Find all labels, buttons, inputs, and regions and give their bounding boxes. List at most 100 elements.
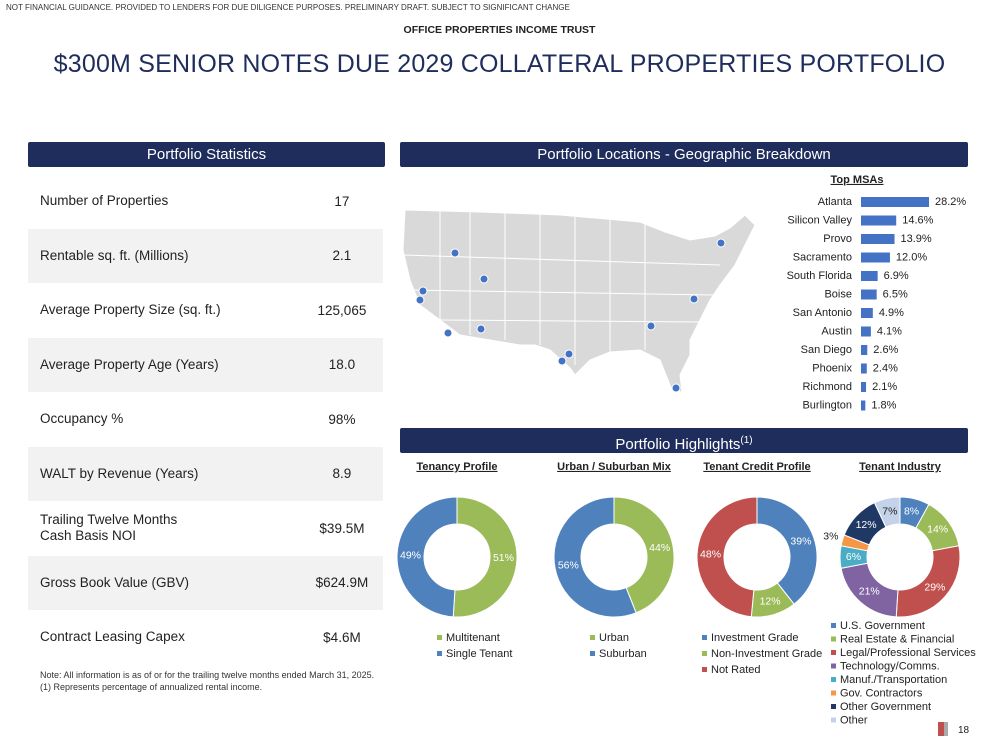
us-map (402, 209, 756, 393)
value-label: 4.9% (879, 307, 904, 319)
value-label: 4.1% (877, 325, 902, 337)
value-label: 2.1% (872, 381, 897, 393)
category-label: Provo (823, 233, 852, 245)
legend-swatch (702, 651, 707, 656)
logo (944, 722, 948, 736)
footnote-ref: (1) (740, 435, 753, 446)
chart-title: Tenant Credit Profile (703, 461, 810, 473)
stat-value: 98% (328, 411, 356, 427)
value-label: 2.4% (873, 362, 898, 374)
value-label: 29% (924, 582, 945, 594)
bar (861, 326, 871, 337)
logo (938, 722, 944, 736)
donut-slice (613, 496, 675, 614)
legend-swatch (831, 717, 836, 723)
disclaimer: NOT FINANCIAL GUIDANCE. PROVIDED TO LEND… (6, 3, 570, 12)
donut-slice (756, 496, 818, 605)
donut-slice (452, 496, 518, 618)
category-label: South Florida (787, 270, 853, 282)
legend-label: Legal/Professional Services (840, 647, 976, 659)
bar (861, 400, 866, 411)
value-label: 49% (400, 549, 421, 561)
value-label: 51% (493, 552, 514, 564)
legend-label: Non-Investment Grade (711, 648, 822, 660)
stat-label: Trailing Twelve Months Cash Basis NOI (40, 512, 178, 543)
category-label: Phoenix (812, 362, 852, 374)
stat-value: 8.9 (332, 466, 352, 481)
value-label: 39% (790, 536, 811, 548)
stat-value: $4.6M (323, 629, 361, 645)
stat-row: Gross Book Value (GBV) $624.9M (28, 555, 383, 610)
note: Note: All information is as of or for th… (40, 670, 375, 680)
stat-row: Average Property Age (Years) 18.0 (28, 337, 383, 392)
legend-label: Other (840, 714, 868, 726)
category-label: San Diego (801, 344, 852, 356)
bar (861, 234, 895, 244)
value-label: 14.6% (902, 214, 933, 226)
category-label: Austin (821, 325, 852, 337)
stat-row: Contract Leasing Capex $4.6M (28, 610, 383, 664)
section-header: Portfolio Highlights(1) (400, 428, 968, 453)
value-label: 13.9% (901, 233, 932, 245)
legend-swatch (831, 650, 836, 655)
property-dots (415, 238, 726, 393)
stat-row: Occupancy % 98% (28, 392, 383, 446)
section-header: Portfolio Locations - Geographic Breakdo… (400, 142, 968, 167)
legend-label: Not Rated (711, 664, 761, 676)
bar (861, 271, 878, 281)
legend-label: Multitenant (446, 632, 500, 644)
state-lines (402, 211, 721, 365)
legend-label: U.S. Government (840, 620, 925, 632)
stat-value: 17 (334, 193, 350, 209)
section-header: Portfolio Statistics (28, 142, 385, 167)
legend-swatch (590, 635, 595, 640)
category-label: Burlington (802, 399, 852, 411)
legend-label: Gov. Contractors (840, 687, 923, 699)
value-label: 12.0% (896, 251, 927, 263)
chart-title: Urban / Suburban Mix (557, 461, 672, 473)
stat-label: WALT by Revenue (Years) (40, 465, 199, 481)
legend-label: Other Government (840, 701, 931, 713)
value-label: 56% (558, 559, 579, 571)
bar (861, 215, 897, 226)
page-number: 18 (958, 725, 970, 736)
chart-title: Tenancy Profile (416, 461, 497, 473)
value-label: 48% (700, 549, 721, 561)
bar (861, 345, 868, 355)
stat-label: Average Property Age (Years) (40, 356, 219, 372)
value-label: 14% (927, 523, 948, 535)
legend-swatch (702, 667, 707, 672)
donut-slice (553, 496, 637, 618)
bar (861, 308, 873, 318)
value-label: 8% (904, 506, 919, 518)
chart-title: Top MSAs (831, 174, 884, 186)
stat-row: Trailing Twelve Months Cash Basis NOI $39… (28, 501, 383, 555)
stat-label: Rentable sq. ft. (Millions) (40, 247, 189, 263)
category-label: Boise (824, 288, 852, 300)
stat-value: $39.5M (319, 520, 365, 536)
bar (861, 289, 877, 300)
stat-label: Gross Book Value (GBV) (40, 574, 190, 590)
legend-label: Suburban (599, 648, 647, 660)
value-label: 12% (760, 595, 781, 607)
value-label: 1.8% (871, 399, 896, 411)
value-label: 12% (856, 519, 877, 531)
stat-value: 2.1 (332, 248, 352, 263)
legend-swatch (590, 651, 595, 656)
value-label: 44% (649, 542, 670, 554)
stat-row: Number of Properties 17 (28, 174, 383, 228)
section-title: Portfolio Highlights (615, 436, 741, 453)
slide-title: $300M SENIOR NOTES DUE 2029 COLLATERAL P… (53, 50, 946, 78)
donut-slice (696, 496, 758, 618)
stat-row: WALT by Revenue (Years) 8.9 (28, 446, 383, 501)
value-label: 7% (882, 505, 897, 517)
stat-label: Average Property Size (sq. ft.) (40, 302, 221, 317)
legend-label: Urban (599, 632, 629, 644)
legend-label: Technology/Comms. (840, 660, 940, 672)
value-label: 2.6% (873, 344, 898, 356)
note: (1) Represents percentage of annualized … (40, 682, 263, 692)
category-label: Atlanta (818, 196, 853, 208)
value-label: 6% (846, 551, 861, 563)
